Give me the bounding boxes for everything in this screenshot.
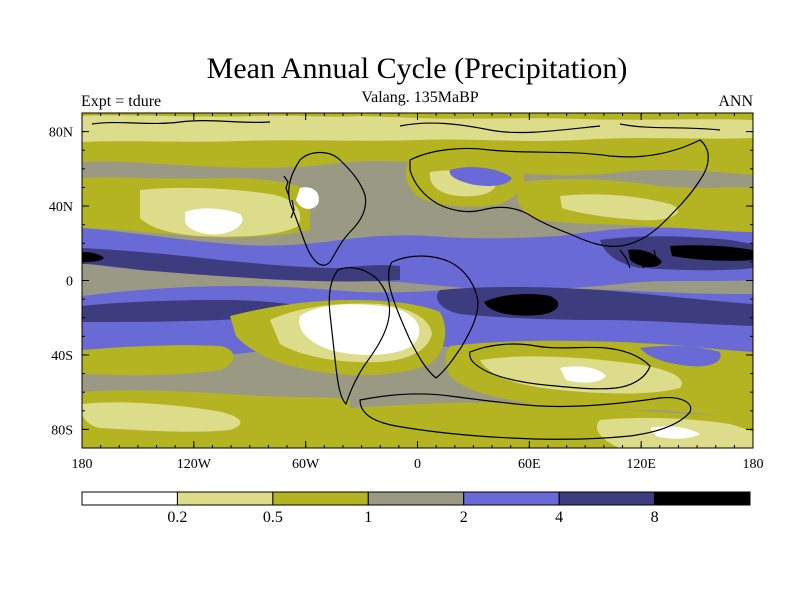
axis-ticks (81, 112, 754, 449)
contour-black-indian (484, 294, 559, 316)
contour-light-southern-ocean (82, 402, 241, 432)
contour-black-wpac-2 (628, 249, 662, 268)
colorbar-swatch (463, 491, 560, 506)
contour-darkblue-itcz (82, 248, 400, 282)
contour-olive-south-atlantic (82, 345, 234, 376)
lat-tick-label: 0 (66, 275, 73, 290)
experiment-label: Expt = tdure (81, 93, 162, 110)
lon-tick-label: 180 (743, 457, 764, 472)
lat-tick-label: 80N (49, 126, 73, 141)
coastline-india-australia (469, 343, 651, 390)
contour-blue-europe (449, 167, 512, 186)
colorbar-swatch (272, 491, 369, 506)
lat-tick-label: 80S (51, 423, 73, 438)
colorbar-swatch (81, 491, 178, 506)
colorbar-level-label: 2 (460, 509, 468, 526)
season-label: ANN (718, 93, 753, 110)
colorbar-level-label: 4 (555, 509, 563, 526)
lat-tick-label: 40N (49, 200, 73, 215)
colorbar: 0.2 0.5 1 2 4 8 (81, 491, 751, 526)
coastline-islands-west (283, 175, 295, 219)
colorbar-swatch (367, 491, 465, 506)
contour-black-wpac (670, 245, 753, 261)
lon-tick-label: 60W (292, 457, 320, 472)
coastline-eurasia (409, 139, 709, 247)
coastline-antarctica (359, 393, 692, 440)
contour-olive-band-2 (82, 147, 410, 161)
coastline-islands-east (619, 249, 658, 269)
map-field (82, 113, 753, 448)
colorbar-swatch (654, 491, 751, 506)
coastline-north-polar (91, 120, 721, 134)
colorbar-level-label: 0.5 (263, 509, 283, 526)
contour-light-asia (560, 194, 679, 221)
contour-white-southern-ocean (650, 426, 700, 439)
coastlines (91, 120, 721, 440)
lon-tick-label: 120E (626, 457, 656, 472)
contour-white-aus (560, 366, 606, 383)
colorbar-level-label: 8 (651, 509, 659, 526)
contour-white-midlat-west (185, 208, 243, 235)
coastline-africa (388, 255, 479, 379)
lon-tick-label: 120W (177, 457, 212, 472)
lat-tick-label: 40S (51, 349, 73, 364)
colorbar-level-label: 0.2 (167, 509, 187, 526)
contour-blue-aus (640, 345, 721, 367)
lon-tick-label: 60E (518, 457, 541, 472)
lon-tick-label: 180 (72, 457, 93, 472)
contour-white-midlat-west-2 (296, 187, 319, 209)
colorbar-level-label: 1 (364, 509, 372, 526)
lon-tick-label: 0 (414, 457, 421, 472)
plot-title: Mean Annual Cycle (Precipitation) (206, 52, 628, 85)
axis-labels: 180 120W 60W 0 60E 120E 180 80N 40N 0 40S 80S (49, 126, 764, 472)
coastline-south-america (328, 267, 391, 406)
colorbar-swatch (558, 491, 656, 506)
plot-subtitle: Valang. 135MaBP (361, 89, 479, 106)
colorbar-swatch (176, 491, 274, 506)
contour-black-itcz-west (82, 252, 104, 262)
